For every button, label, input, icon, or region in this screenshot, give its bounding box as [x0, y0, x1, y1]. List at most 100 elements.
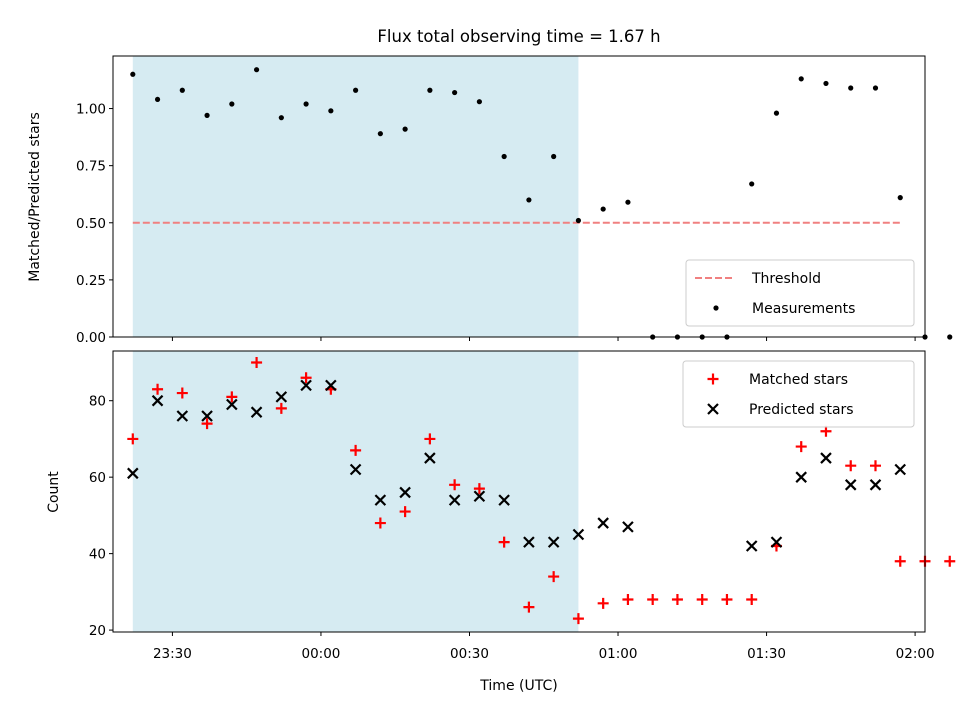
x-tick-label: 01:30 [747, 646, 786, 662]
measurement-point [526, 197, 532, 203]
measurement-point [476, 99, 482, 105]
legend-label: Measurements [752, 301, 855, 317]
predicted-stars-point [498, 494, 510, 506]
predicted-stars-point [523, 536, 535, 548]
matched-stars-point [820, 425, 832, 437]
observing-window-shade [132, 351, 579, 632]
measurement-point [253, 67, 260, 73]
matched-stars-point [548, 571, 560, 583]
measurement-point [377, 131, 383, 137]
matched-stars-point [572, 613, 584, 625]
matched-stars-point [449, 479, 461, 491]
matched-stars-point [746, 594, 758, 606]
predicted-stars-point [374, 494, 387, 506]
predicted-stars-point [424, 452, 436, 464]
measurement-point [897, 195, 903, 201]
y-tick-label: 0.00 [76, 330, 106, 346]
matched-stars-point [944, 555, 956, 567]
measurement-point [229, 101, 235, 107]
matched-stars-point [671, 594, 683, 606]
predicted-stars-point [275, 391, 288, 403]
x-tick-label: 02:00 [896, 646, 935, 662]
measurement-point [303, 101, 309, 107]
top-panel: 0.00 0.25 0.50 0.75 1.00 Threshold Measurement… [76, 55, 953, 346]
legend-label: Predicted stars [749, 402, 854, 418]
matched-stars-point [498, 536, 510, 548]
measurement-point [798, 76, 804, 82]
matched-stars-point [350, 444, 362, 456]
predicted-stars-point [250, 406, 263, 418]
bottom-panel: 20 40 60 80 23:30 00:00 00:30 01:00 01:30 02:00 Ma… [89, 350, 956, 662]
matched-stars-point [176, 387, 188, 399]
measurement-point [947, 334, 953, 340]
legend-x-swatch [707, 403, 719, 415]
predicted-stars-point [325, 379, 337, 392]
measurement-point [848, 85, 854, 91]
predicted-stars-point [597, 517, 609, 529]
matched-stars-point [424, 433, 436, 445]
predicted-stars-point [795, 471, 807, 483]
chart-title: Flux total observing time = 1.67 h [377, 27, 660, 46]
legend-label: Threshold [751, 271, 821, 287]
y-tick-label: 60 [89, 470, 106, 486]
x-axis-label: Time (UTC) [479, 678, 557, 694]
predicted-stars-point [622, 521, 634, 533]
predicted-stars-point [572, 528, 585, 541]
predicted-stars-point [770, 536, 783, 548]
legend-label: Matched stars [749, 372, 848, 388]
y-tick-label: 0.25 [76, 273, 106, 289]
matched-stars-point [399, 506, 411, 518]
measurement-point [130, 71, 136, 77]
matched-stars-point [152, 383, 164, 395]
measurement-point [872, 85, 879, 91]
measurement-point [749, 181, 755, 187]
measurement-point [204, 112, 210, 118]
matched-stars-point [795, 441, 807, 453]
matched-stars-point [226, 391, 238, 403]
predicted-stars-point [300, 379, 312, 392]
plot-frame [112, 350, 926, 633]
y-tick-label: 40 [89, 547, 106, 563]
observing-window-shade [132, 56, 579, 337]
legend-box [685, 259, 915, 327]
matched-stars-point [127, 433, 139, 445]
matched-stars-point [201, 418, 213, 430]
matched-stars-point [300, 372, 312, 384]
measurement-point [823, 80, 829, 87]
matched-stars-point [374, 517, 386, 529]
matched-stars-point [473, 483, 485, 495]
matched-stars-point [275, 402, 287, 414]
matched-stars-point [696, 594, 708, 606]
x-tick-label: 00:00 [301, 646, 340, 662]
matched-stars-point [622, 594, 634, 606]
measurement-point [452, 89, 458, 96]
matched-stars-point [523, 601, 535, 613]
matched-stars-point [647, 594, 659, 606]
matched-stars-point [845, 460, 857, 472]
predicted-stars-point [399, 486, 411, 499]
predicted-stars-point [349, 463, 362, 476]
y-tick-label: 0.75 [76, 159, 106, 175]
measurement-point [551, 153, 557, 160]
measurement-point [154, 96, 161, 103]
predicted-stars-point [201, 410, 213, 422]
matched-stars-point [721, 594, 733, 606]
plot-frame [112, 55, 926, 338]
measurement-point [179, 87, 185, 93]
predicted-stars-point [473, 490, 486, 503]
y-tick-label: 20 [89, 623, 106, 639]
legend-plus-swatch [707, 373, 719, 385]
measurement-point [278, 115, 284, 121]
predicted-stars-point [151, 394, 164, 407]
measurement-point [575, 217, 582, 224]
measurement-point [427, 87, 433, 93]
matched-stars-point [869, 460, 881, 472]
measurement-point [328, 108, 334, 114]
legend-dot-swatch [713, 305, 719, 311]
predicted-stars-point [448, 494, 461, 506]
matched-stars-point [597, 597, 609, 609]
top-y-axis-label: Matched/Predicted stars [27, 112, 43, 282]
measurement-point [353, 87, 359, 93]
predicted-stars-point [745, 540, 758, 552]
